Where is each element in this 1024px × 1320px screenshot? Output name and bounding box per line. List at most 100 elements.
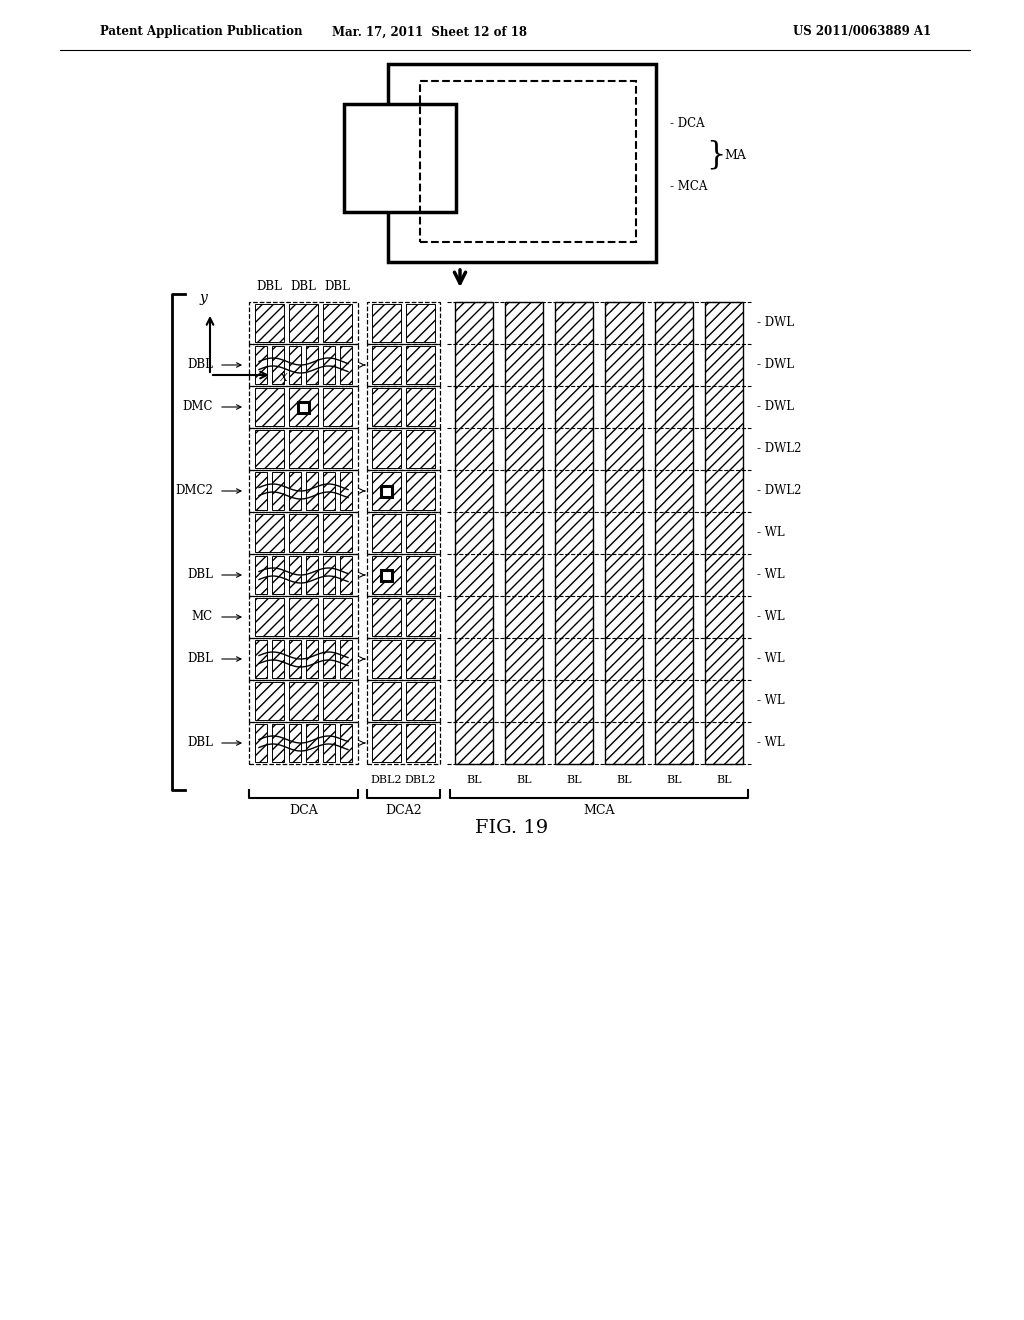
- Text: - DWL: - DWL: [757, 317, 794, 330]
- Bar: [372, 473, 401, 510]
- Bar: [455, 302, 493, 764]
- Text: DBL2: DBL2: [404, 775, 436, 785]
- Text: - WL: - WL: [757, 610, 784, 623]
- Bar: [406, 304, 435, 342]
- Text: DBL: DBL: [325, 280, 350, 293]
- Text: - DCA: - DCA: [670, 117, 705, 129]
- Text: Patent Application Publication: Patent Application Publication: [100, 25, 302, 38]
- Bar: [655, 302, 693, 764]
- Bar: [289, 723, 301, 762]
- Bar: [372, 682, 401, 719]
- Text: Mar. 17, 2011  Sheet 12 of 18: Mar. 17, 2011 Sheet 12 of 18: [333, 25, 527, 38]
- Text: BL: BL: [516, 775, 531, 785]
- Bar: [255, 346, 267, 384]
- Bar: [406, 682, 435, 719]
- Bar: [249, 512, 358, 554]
- Bar: [255, 430, 284, 469]
- Bar: [255, 304, 284, 342]
- Bar: [367, 597, 440, 638]
- Text: BL: BL: [716, 775, 732, 785]
- Bar: [340, 556, 352, 594]
- Bar: [249, 428, 358, 470]
- Text: DBL: DBL: [187, 569, 213, 582]
- Text: - DWL2: - DWL2: [757, 484, 802, 498]
- Bar: [249, 680, 358, 722]
- Bar: [705, 302, 743, 764]
- Text: DBL2: DBL2: [371, 775, 402, 785]
- Bar: [289, 513, 318, 552]
- Text: - WL: - WL: [757, 569, 784, 582]
- Text: DBL: DBL: [257, 280, 283, 293]
- Bar: [406, 598, 435, 636]
- Text: - DWL: - DWL: [757, 359, 794, 371]
- Bar: [372, 346, 401, 384]
- Text: - WL: - WL: [757, 527, 784, 540]
- Text: x: x: [280, 370, 288, 384]
- Bar: [306, 556, 318, 594]
- Bar: [372, 430, 401, 469]
- Bar: [406, 640, 435, 678]
- Text: FIG. 19: FIG. 19: [475, 818, 549, 837]
- Bar: [372, 723, 401, 762]
- Bar: [289, 556, 301, 594]
- Text: DBL: DBL: [187, 737, 213, 750]
- Bar: [289, 473, 301, 510]
- Bar: [340, 346, 352, 384]
- Bar: [372, 513, 401, 552]
- Bar: [372, 388, 401, 426]
- Bar: [249, 554, 358, 597]
- Text: BL: BL: [616, 775, 632, 785]
- Text: - DWL: - DWL: [757, 400, 794, 413]
- Bar: [255, 682, 284, 719]
- Bar: [255, 473, 267, 510]
- Bar: [323, 723, 335, 762]
- Bar: [249, 345, 358, 385]
- Bar: [306, 640, 318, 678]
- Bar: [406, 513, 435, 552]
- Bar: [605, 302, 643, 764]
- Bar: [323, 513, 352, 552]
- Text: DMC2: DMC2: [175, 484, 213, 498]
- Text: - MCA: - MCA: [670, 181, 708, 193]
- Text: - WL: - WL: [757, 694, 784, 708]
- Text: }: }: [706, 140, 725, 170]
- Bar: [367, 680, 440, 722]
- Bar: [367, 345, 440, 385]
- Text: MCA: MCA: [584, 804, 614, 817]
- Text: DBL: DBL: [187, 652, 213, 665]
- Bar: [367, 302, 440, 345]
- Bar: [249, 470, 358, 512]
- Bar: [249, 722, 358, 764]
- Bar: [381, 486, 392, 496]
- Text: US 2011/0063889 A1: US 2011/0063889 A1: [793, 25, 931, 38]
- Bar: [323, 430, 352, 469]
- Bar: [367, 512, 440, 554]
- Bar: [367, 470, 440, 512]
- Text: MA: MA: [724, 149, 745, 161]
- Bar: [289, 640, 301, 678]
- Bar: [340, 723, 352, 762]
- Bar: [298, 401, 309, 412]
- Bar: [420, 81, 636, 242]
- Bar: [271, 723, 284, 762]
- Text: BL: BL: [466, 775, 481, 785]
- Bar: [367, 638, 440, 680]
- Bar: [340, 473, 352, 510]
- Text: - WL: - WL: [757, 737, 784, 750]
- Bar: [255, 723, 267, 762]
- Bar: [271, 346, 284, 384]
- Text: MC: MC: [191, 610, 213, 623]
- Bar: [406, 346, 435, 384]
- Bar: [323, 682, 352, 719]
- Bar: [289, 388, 318, 426]
- Bar: [323, 388, 352, 426]
- Text: DCA: DCA: [289, 804, 317, 817]
- Bar: [406, 723, 435, 762]
- Bar: [255, 598, 284, 636]
- Bar: [367, 722, 440, 764]
- Bar: [555, 302, 593, 764]
- Bar: [289, 682, 318, 719]
- Bar: [381, 569, 392, 581]
- Bar: [372, 640, 401, 678]
- Bar: [249, 385, 358, 428]
